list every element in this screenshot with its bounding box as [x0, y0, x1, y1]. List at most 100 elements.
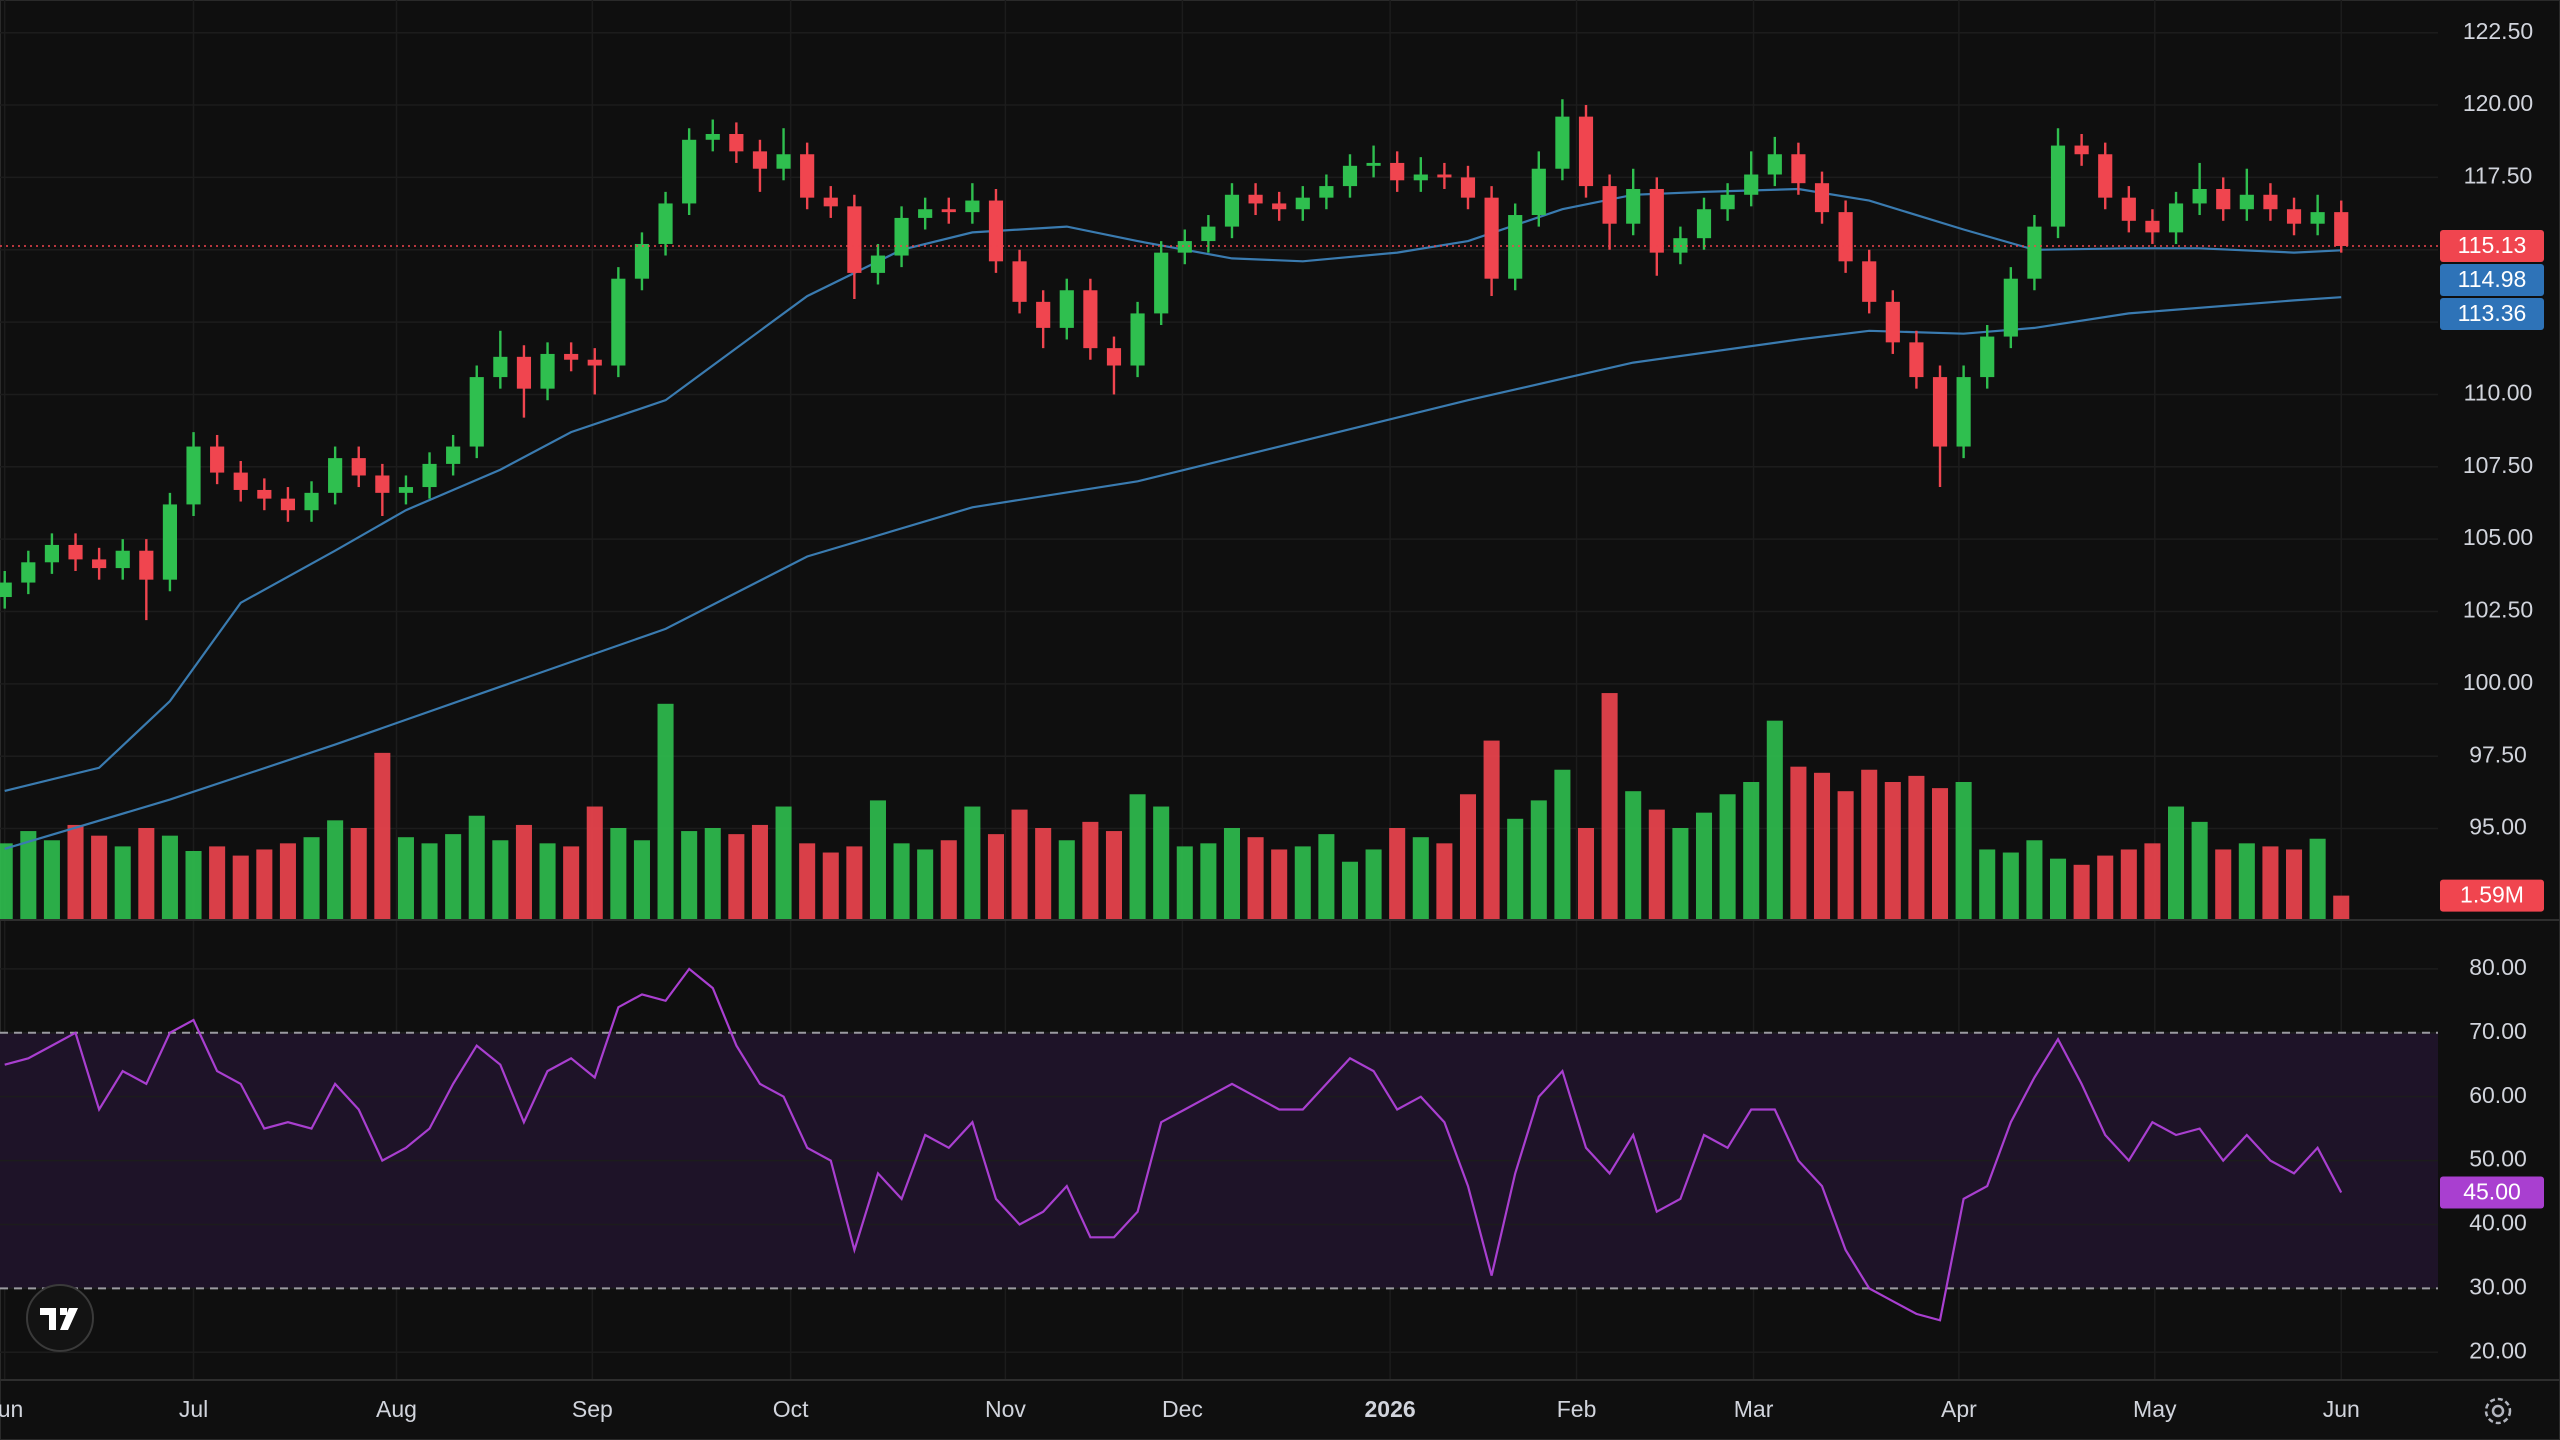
- candle-body: [918, 209, 933, 218]
- candle-body: [2239, 194, 2254, 210]
- volume-bar: [1365, 849, 1382, 920]
- candle-body: [1342, 165, 1358, 187]
- volume-bar: [822, 852, 839, 920]
- volume-bar: [987, 834, 1004, 920]
- candle-body: [2334, 212, 2349, 246]
- volume-bar: [1507, 818, 1524, 920]
- candle-body: [611, 278, 626, 366]
- candle-body: [847, 206, 862, 273]
- candle-body: [1555, 116, 1570, 169]
- candle-body: [1814, 183, 1830, 213]
- candle-body: [1744, 174, 1759, 195]
- volume-bar: [2002, 852, 2019, 920]
- volume-bar: [67, 824, 84, 920]
- volume-bar: [1790, 766, 1807, 920]
- candle-body: [634, 243, 650, 279]
- y-tick-label: 100.00: [2463, 669, 2533, 695]
- volume-bar: [1530, 800, 1547, 920]
- volume-bar: [1129, 794, 1146, 920]
- candle-body: [44, 544, 60, 563]
- volume-bar: [940, 840, 957, 920]
- volume-bar: [303, 837, 320, 920]
- y-tick-label: 102.50: [2463, 597, 2533, 623]
- y-tick-label: 97.50: [2469, 741, 2527, 767]
- candle-body: [1838, 212, 1853, 262]
- candle-body: [2192, 188, 2207, 204]
- candle-body: [2310, 212, 2325, 224]
- volume-bar: [728, 834, 745, 920]
- x-tick-label: Dec: [1162, 1396, 1203, 1422]
- settings-icon[interactable]: [2484, 1397, 2512, 1425]
- x-tick-label: Sep: [572, 1396, 613, 1422]
- candle-body: [0, 582, 12, 598]
- volume-bar: [1931, 788, 1949, 920]
- volume-bar: [138, 828, 155, 920]
- candle-body: [752, 151, 768, 169]
- rsi-tick-label: 60.00: [2469, 1082, 2527, 1108]
- volume-bar: [1695, 812, 1713, 920]
- candle-body: [280, 498, 296, 511]
- volume-bar: [374, 752, 391, 920]
- candle-body: [1508, 215, 1523, 279]
- candle-body: [92, 559, 107, 569]
- candle-body: [587, 359, 602, 366]
- volume-bar: [114, 846, 131, 920]
- x-tick-label: May: [2133, 1396, 2177, 1422]
- gear-hub: [2491, 1404, 2505, 1418]
- volume-bar: [492, 840, 509, 920]
- candle-body: [2027, 226, 2042, 279]
- candle-body: [1696, 209, 1712, 239]
- candle-body: [1059, 290, 1074, 328]
- volume-bar: [2286, 849, 2303, 920]
- candle-body: [1390, 162, 1405, 181]
- volume-bar: [869, 800, 886, 920]
- ma-tag: 113.36: [2440, 297, 2544, 330]
- candle-body: [516, 356, 532, 389]
- logo[interactable]: [26, 1284, 94, 1352]
- candle-body: [1036, 301, 1051, 328]
- candle-body: [1272, 203, 1287, 210]
- candle-body: [1295, 197, 1310, 210]
- last-price-tag-text: 115.13: [2458, 232, 2527, 258]
- candle-body: [1980, 336, 1995, 378]
- candle-body: [162, 504, 178, 580]
- candle-body: [2003, 278, 2018, 337]
- volume-bar: [397, 837, 414, 920]
- volume-bar: [185, 851, 202, 920]
- y-tick-label: 122.50: [2463, 18, 2533, 44]
- volume-tag: 1.59M: [2440, 879, 2544, 912]
- volume-bar: [775, 806, 792, 920]
- volume-bar: [1837, 791, 1854, 920]
- volume-bar: [1247, 837, 1264, 920]
- volume-bar: [1483, 740, 1500, 920]
- candle-body: [328, 458, 343, 493]
- volume-bar: [1082, 821, 1099, 920]
- x-tick-label: Mar: [1734, 1396, 1774, 1422]
- candle-body: [1885, 301, 1900, 343]
- volume-bar: [161, 835, 178, 920]
- volume-bar: [1058, 840, 1075, 920]
- candle-body: [1932, 377, 1948, 447]
- volume-bar: [633, 840, 650, 920]
- candle-body: [469, 377, 484, 447]
- ma-tag: 114.98: [2440, 263, 2544, 296]
- volume-bar: [1412, 837, 1429, 920]
- volume-bar: [704, 828, 721, 920]
- candle-body: [1531, 168, 1546, 216]
- rsi-tick-label: 50.00: [2469, 1146, 2527, 1172]
- volume-bar: [20, 831, 37, 920]
- candle-body: [351, 458, 366, 476]
- candle-body: [800, 154, 815, 198]
- candle-body: [894, 217, 909, 256]
- volume-bar: [232, 855, 249, 920]
- volume-bar: [2262, 846, 2279, 920]
- candle-body: [257, 489, 272, 499]
- rsi-tag: 45.00: [2440, 1176, 2544, 1209]
- volume-bar: [1294, 846, 1311, 920]
- volume-bar: [1955, 782, 1972, 920]
- x-tick-label: 2026: [1365, 1396, 1416, 1422]
- candle-body: [941, 209, 956, 213]
- volume-bar: [846, 846, 863, 920]
- last-price-tag-bg: [2440, 229, 2544, 262]
- volume-bar: [1743, 782, 1760, 920]
